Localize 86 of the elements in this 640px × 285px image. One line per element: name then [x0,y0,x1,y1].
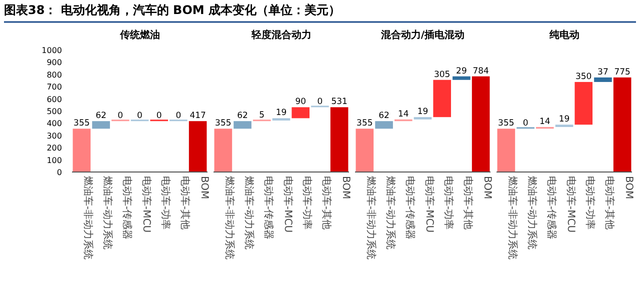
data-label: 0 [317,97,323,108]
y-tick-label: 900 [46,58,62,68]
x-tick-label: 电动车-MCU [423,176,436,233]
x-tick-label: 燃油车-动力系统 [526,176,538,250]
x-tick-label: 电动车-其他 [320,176,332,230]
x-tick-label: BOM [198,176,210,200]
data-label: 62 [378,111,390,122]
x-tick-label: 电动车-其他 [178,176,191,230]
y-tick-label: 700 [46,82,62,92]
data-label: 355 [498,118,514,129]
data-label: 355 [215,118,232,129]
chart-title: 纯电动 [548,29,580,41]
x-tick-label: 电动车-MCU [564,176,577,233]
bar [292,107,310,118]
x-tick-label: 电动车-MCU [282,176,294,233]
bar [613,77,632,172]
data-label: 37 [598,67,608,78]
y-tick-label: 200 [46,144,62,153]
bar [356,128,374,172]
x-tick-label: 电动车-传感器 [262,176,274,240]
data-label: 355 [74,118,90,129]
data-label: 775 [614,67,630,78]
data-label: 0 [522,118,528,129]
bar [234,121,252,129]
bar [272,118,290,121]
bar [452,76,470,80]
data-label: 784 [472,66,489,76]
x-tick-label: 电动车-传感器 [120,176,133,240]
x-tick-label: 燃油车-动力系统 [384,176,397,250]
data-label: 0 [137,111,142,122]
y-tick-label: 800 [46,70,62,80]
x-tick-label: 燃油车-非动力系统 [365,176,378,260]
y-tick-label: 600 [46,94,62,104]
x-tick-label: 燃油车-动力系统 [102,176,114,250]
bar [497,128,516,172]
bar [375,121,393,129]
x-tick-label: 燃油车-动力系统 [243,176,256,250]
y-tick-label: 500 [46,107,62,116]
x-tick-label: 电动车-功率 [160,176,172,230]
x-tick-label: 燃油车-非动力系统 [82,176,94,260]
x-tick-label: BOM [481,176,492,200]
data-label: 531 [331,97,348,108]
data-label: 19 [276,108,287,118]
data-label: 19 [417,107,428,118]
data-label: 417 [190,111,206,122]
x-tick-label: BOM [340,176,351,200]
x-tick-label: 燃油车-非动力系统 [506,176,519,260]
data-label: 14 [398,109,409,120]
data-label: 0 [118,111,124,122]
x-tick-label: 电动车-传感器 [545,176,558,240]
bar [574,82,593,125]
x-tick-label: 电动车-传感器 [404,176,416,240]
bar [433,80,452,118]
x-tick-label: BOM [622,176,634,200]
chart-title: 混合动力/插电混动 [380,29,465,41]
x-tick-label: 电动车-功率 [442,176,455,230]
y-tick-label: 100 [46,156,62,165]
data-label: 350 [575,72,592,82]
data-label: 14 [539,116,550,127]
data-label: 0 [156,111,162,122]
data-label: 62 [237,111,248,122]
x-tick-label: 电动车-MCU [140,176,152,233]
y-tick-label: 1000 [42,46,62,55]
x-tick-label: 电动车-其他 [462,176,474,230]
data-label: 62 [96,111,106,122]
x-tick-label: 电动车-功率 [584,176,596,230]
text: 图表38： 电动化视角，汽车的 BOM 成本变化（单位：美元） [4,3,341,17]
chart-title: 传统燃油 [118,29,160,41]
y-tick-label: 300 [46,131,62,140]
x-tick-label: 燃油车-非动力系统 [224,176,236,260]
bar [472,76,490,172]
data-label: 305 [434,70,450,80]
chart-title: 轻度混合动力 [250,29,312,41]
data-label: 355 [356,118,373,129]
data-label: 19 [558,114,570,125]
bar [330,107,348,172]
y-tick-label: 0 [56,168,62,177]
data-label: 29 [456,66,467,76]
data-label: 0 [176,111,182,122]
data-label: 5 [259,110,265,121]
y-tick-label: 400 [46,119,62,128]
bar [594,77,612,82]
data-label: 90 [295,97,306,108]
bar [214,128,232,172]
x-tick-label: 电动车-其他 [603,176,616,230]
x-tick-label: 电动车-功率 [301,176,314,230]
